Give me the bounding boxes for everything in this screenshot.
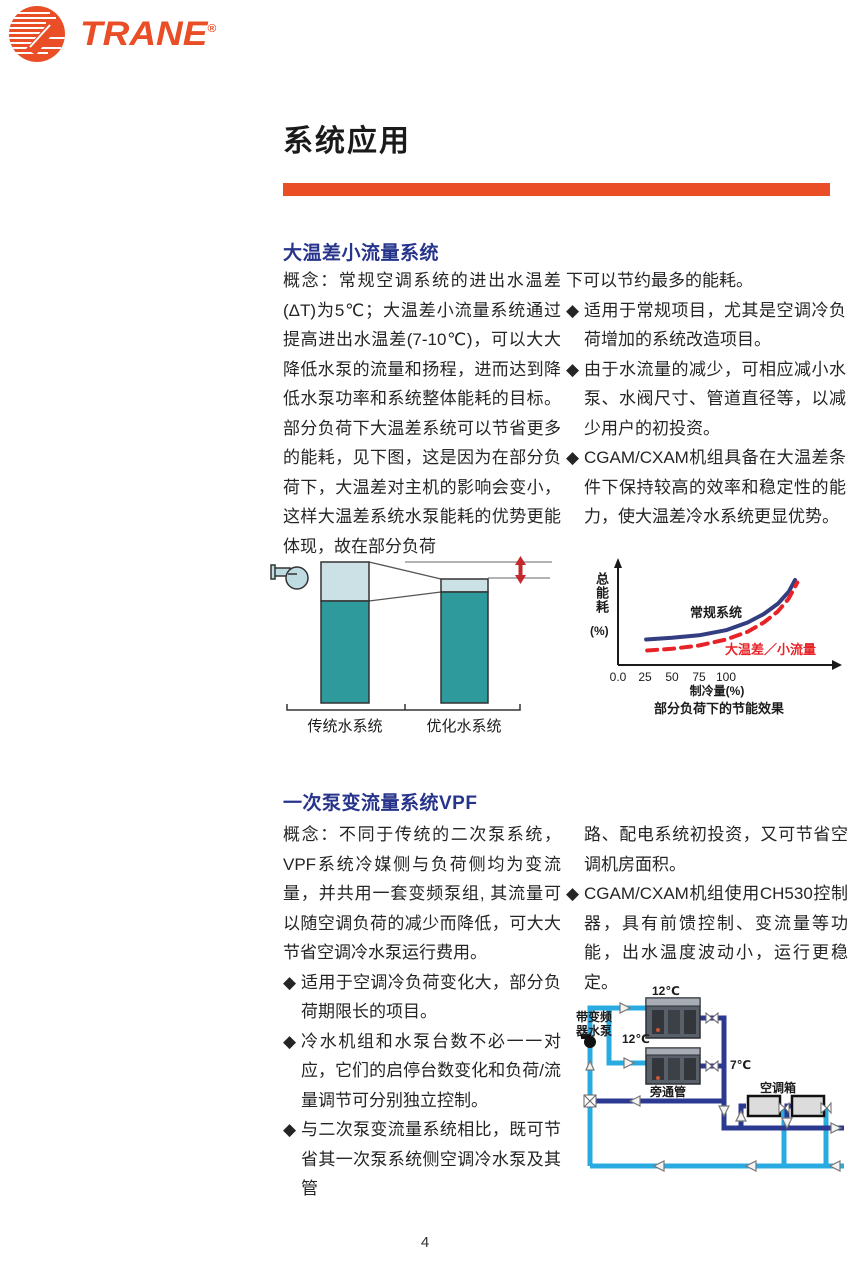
list-item: ◆ 由于水流量的减少，可相应减小水泵、水阀尺寸、管道直径等，以减少用户的初投资。 [566, 355, 846, 444]
x-tick: 75 [692, 670, 706, 684]
bullet-icon: ◆ [566, 300, 580, 320]
page-number: 4 [420, 1234, 430, 1251]
bullet-icon: ◆ [566, 359, 580, 379]
page-title: 系统应用 [283, 125, 411, 158]
bullet-icon: ◆ [283, 1031, 297, 1051]
bullet-text: 冷水机组和水泵台数不必一一对应，它们的启停台数变化和负荷/流量调节可分别独立控制… [301, 1031, 561, 1110]
bullet-text: 与二次泵变流量系统相比，既可节省其一次泵系统侧空调冷水泵及其管 [301, 1120, 561, 1198]
list-item: ◆ CGAM/CXAM机组具备在大温差条件下保持较高的效率和稳定性的能力，使大温… [566, 443, 846, 532]
optimized-chiller-energy-bar [440, 591, 489, 704]
supply-temp-label: 7℃ [730, 1058, 752, 1072]
bullet-icon: ◆ [566, 884, 580, 903]
chart-series-0 [644, 578, 798, 642]
traditional-pump-energy-bar [320, 561, 370, 602]
section1-left-paragraph: 概念：常规空调系统的进出水温差(ΔT)为5℃；大温差小流量系统通过提高进出水温差… [283, 271, 561, 556]
chart-series-1 [645, 580, 800, 653]
vfd-pump-icon [581, 1034, 596, 1048]
ahu-label: 空调箱 [760, 1081, 797, 1095]
y-axis-arrow-icon [614, 558, 622, 568]
savings-arrow-icon [515, 556, 526, 584]
valve-icons [583, 1011, 832, 1115]
ahu-box-1 [746, 1094, 782, 1118]
figure-vpf-diagram: 带变频 器水泵 12℃ 12℃ 7℃ 旁通管 空调箱 [576, 984, 850, 1186]
traditional-chiller-energy-bar [320, 600, 370, 704]
x-tick: 0.0 [609, 670, 627, 684]
figure-partload-chart: 总能耗 (%) 常规系统 大温差／小流量 0.0 25 50 75 100 制冷… [590, 552, 848, 727]
bullet-text: CGAM/CXAM机组使用CH530控制器，具有前馈控制、变流量等功能，出水温度… [584, 884, 848, 992]
title-rule [283, 183, 830, 196]
figure-energy-bars: 传统水系统 优化水系统 [268, 552, 560, 742]
section2-heading: 一次泵变流量系统VPF [283, 793, 478, 814]
section1-right-intro: 下可以节约最多的能耗。 [566, 271, 753, 290]
section2-right-column: 路、配电系统初投资，又可节省空调机房面积。 ◆ CGAM/CXAM机组使用CH5… [566, 820, 848, 997]
vpf-diagram-svg [581, 997, 844, 1172]
section1-heading: 大温差小流量系统 [283, 243, 440, 264]
vfd-pump-label: 带变频 器水泵 [576, 1010, 613, 1038]
energy-chart-svg [614, 558, 842, 670]
section2-left-column: 概念：不同于传统的二次泵系统，VPF系统冷媒侧与负荷侧均为变流量，并共用一套变频… [283, 820, 561, 1204]
chart-y-unit: (%) [590, 624, 609, 638]
section2-paragraph: 概念：不同于传统的二次泵系统，VPF系统冷媒侧与负荷侧均为变流量，并共用一套变频… [283, 825, 561, 962]
flow-arrow-icons [585, 1002, 843, 1172]
energy-bars-svg [270, 556, 552, 711]
x-tick: 100 [715, 670, 737, 684]
chiller2-temp-label: 12℃ [622, 1032, 650, 1046]
connector-top [368, 561, 442, 580]
x-tick: 25 [638, 670, 652, 684]
bypass-label: 旁通管 [650, 1085, 687, 1099]
trane-wordmark: TRANE® [80, 14, 217, 53]
chiller-unit-2 [645, 1047, 701, 1085]
bullet-icon: ◆ [566, 448, 580, 467]
x-axis-arrow-icon [832, 660, 842, 670]
x-tick: 50 [665, 670, 679, 684]
optimized-pump-energy-bar [440, 578, 489, 593]
optimized-system-label: 优化水系统 [426, 718, 502, 735]
list-item: ◆ 与二次泵变流量系统相比，既可节省其一次泵系统侧空调冷水泵及其管 [283, 1115, 561, 1204]
traditional-system-label: 传统水系统 [307, 718, 383, 735]
bullet-icon: ◆ [283, 972, 297, 992]
list-item: ◆ CGAM/CXAM机组使用CH530控制器，具有前馈控制、变流量等功能，出水… [566, 879, 848, 997]
registered-mark: ® [207, 22, 217, 35]
chiller1-temp-label: 12℃ [652, 984, 680, 998]
ahu-box-2 [790, 1094, 826, 1118]
list-item: ◆ 冷水机组和水泵台数不必一一对应，它们的启停台数变化和负荷/流量调节可分别独立… [283, 1027, 561, 1116]
base-bracket [286, 704, 521, 711]
bullet-text: 适用于空调冷负荷变化大，部分负荷期限长的项目。 [301, 972, 561, 1022]
list-item: ◆ 适用于常规项目，尤其是空调冷负荷增加的系统改造项目。 [566, 296, 846, 355]
bullet-text: CGAM/CXAM机组具备在大温差条件下保持较高的效率和稳定性的能力，使大温差冷… [584, 448, 846, 526]
chiller-unit-1 [645, 997, 701, 1039]
list-item: ◆ 适用于空调冷负荷变化大，部分负荷期限长的项目。 [283, 968, 561, 1027]
legend-conventional: 常规系统 [690, 605, 743, 620]
pump-icon [270, 564, 309, 590]
trane-logo: TRANE® [6, 2, 246, 66]
bullet-icon: ◆ [283, 1120, 297, 1139]
bullet-text: 由于水流量的减少，可相应减小水泵、水阀尺寸、管道直径等，以减少用户的初投资。 [584, 359, 846, 438]
chart-caption: 部分负荷下的节能效果 [653, 701, 785, 716]
section2-right-continuation: 路、配电系统初投资，又可节省空调机房面积。 [584, 825, 848, 874]
connector-bottom [368, 591, 442, 602]
trane-circle-icon [9, 6, 65, 62]
section1-right-column: 下可以节约最多的能耗。 ◆ 适用于常规项目，尤其是空调冷负荷增加的系统改造项目。… [566, 266, 846, 532]
bullet-text: 适用于常规项目，尤其是空调冷负荷增加的系统改造项目。 [584, 300, 846, 350]
chart-y-label: 总能耗 [594, 572, 609, 614]
legend-low-flow: 大温差／小流量 [725, 642, 817, 657]
chart-x-label: 制冷量(%) [689, 684, 745, 698]
